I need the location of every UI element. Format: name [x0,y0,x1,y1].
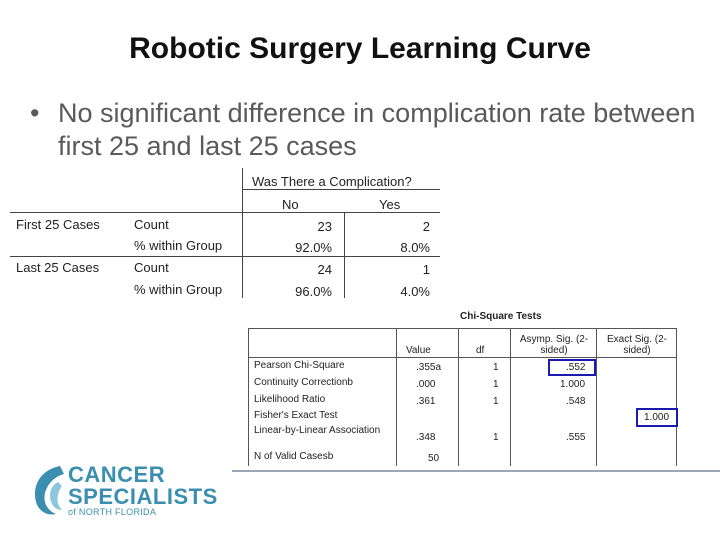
cell-fisher-exact: 1.000 [644,412,670,423]
cell-likelihood-df: 1 [493,396,499,407]
cell-last-yes-count: 1 [422,262,430,277]
slide-title: Robotic Surgery Learning Curve [129,32,591,65]
chi-square-title: Chi-Square Tests [460,311,542,322]
cell-pearson-asymp: .552 [566,362,586,373]
cell-continuity-df: 1 [493,379,499,390]
highlight-box-pearson [548,359,596,376]
cell-last-no-count: 24 [317,262,332,277]
col-header-yes: Yes [379,197,401,212]
row-label-likelihood: Likelihood Ratio [254,394,326,405]
cell-pearson-df: 1 [493,362,499,373]
row-stat-pct: % within Group [134,238,223,253]
cell-last-yes-pct: 4.0% [400,284,430,299]
row-label-continuity: Continuity Correctionb [254,377,353,388]
logo-swirl-icon [35,466,64,515]
cell-linear-value: .348 [416,432,436,443]
cell-continuity-asymp: 1.000 [560,379,586,390]
cell-first-no-count: 23 [317,219,332,234]
row-label-pearson: Pearson Chi-Square [254,360,345,371]
row-label-fisher: Fisher's Exact Test [254,410,338,421]
row-stat-count: Count [134,260,169,275]
highlight-box-fisher [636,408,678,427]
cell-likelihood-value: .361 [416,396,436,407]
cancer-specialists-logo: CANCER SPECIALISTS of NORTH FLORIDA [30,462,230,522]
cell-linear-df: 1 [493,432,499,443]
row-group-first-25: First 25 Cases [16,217,100,232]
cell-pearson-value: .355a [416,362,442,373]
footer-divider [232,470,720,472]
logo-line-3: of NORTH FLORIDA [68,507,157,517]
cell-n-valid-value: 50 [428,453,440,464]
header-value: Value [406,345,431,356]
cell-continuity-value: .000 [416,379,436,390]
row-stat-count: Count [134,217,169,232]
logo-line-1: CANCER [68,462,166,487]
row-label-n-valid: N of Valid Casesb [254,451,334,462]
chi-square-table: Chi-Square Tests Value df Asymp. Sig. (2… [248,308,678,466]
col-header-no: No [282,197,299,212]
bullet-dot-icon: • [30,98,40,128]
logo-line-2: SPECIALISTS [68,484,218,509]
crosstab-question: Was There a Complication? [252,174,412,189]
cell-linear-asymp: .555 [566,432,586,443]
row-label-linear: Linear-by-Linear Association [254,425,381,436]
crosstab-table: Was There a Complication? No Yes First 2… [10,168,440,299]
header-df: df [476,345,485,356]
cell-last-no-pct: 96.0% [295,284,332,299]
bullet-text: No significant difference in complicatio… [58,98,696,161]
cell-first-no-pct: 92.0% [295,240,332,255]
cell-likelihood-asymp: .548 [566,396,586,407]
cell-first-yes-pct: 8.0% [400,240,430,255]
header-asymp-sig: Asymp. Sig. (2-sided) [519,334,589,356]
cell-first-yes-count: 2 [422,219,430,234]
header-exact-sig: Exact Sig. (2-sided) [606,334,668,356]
row-stat-pct: % within Group [134,282,223,297]
row-group-last-25: Last 25 Cases [16,260,100,275]
